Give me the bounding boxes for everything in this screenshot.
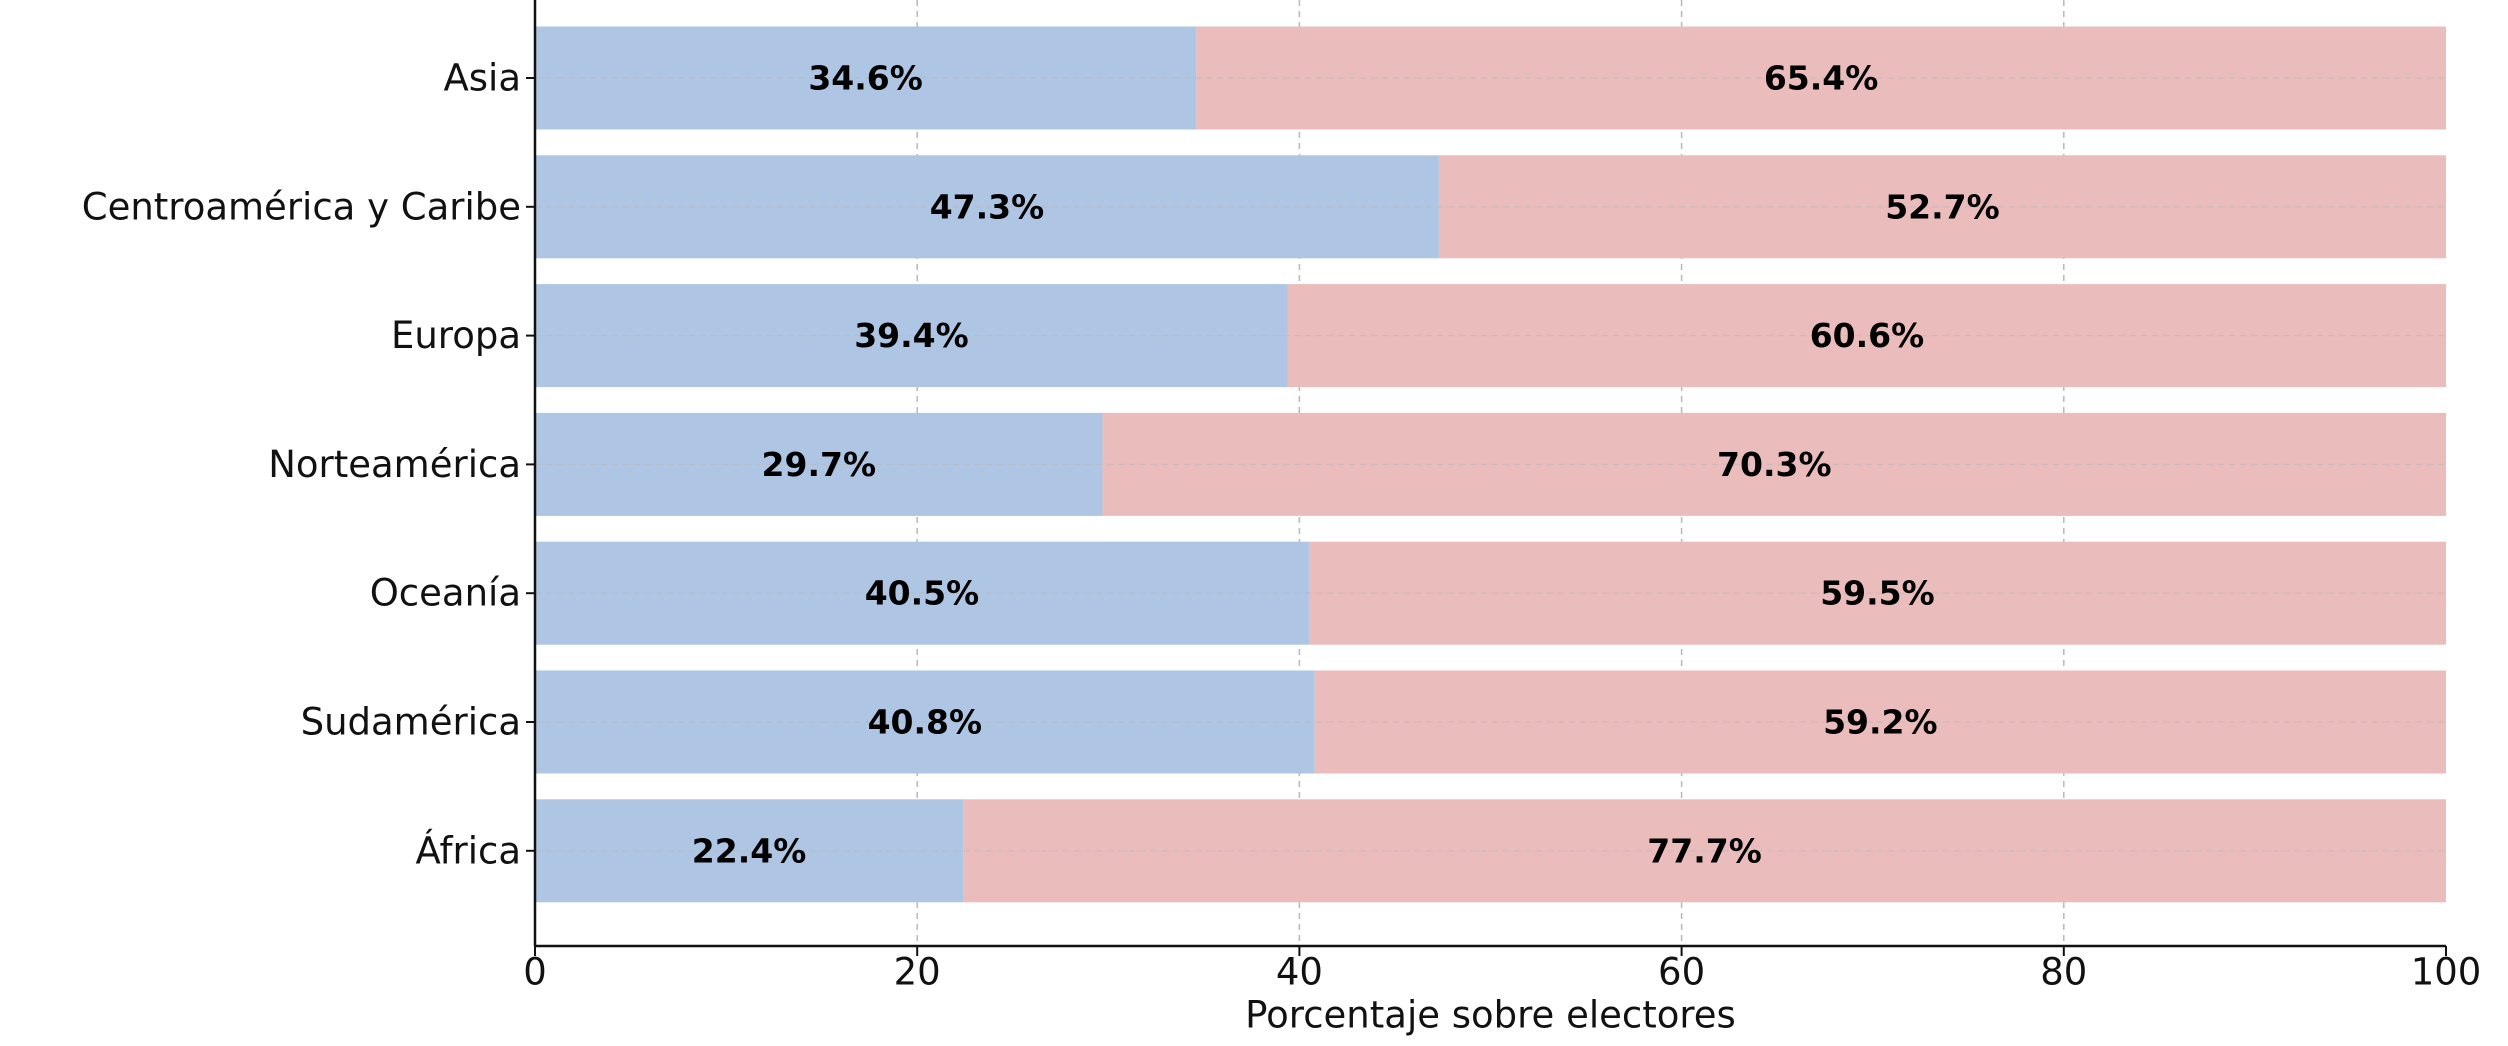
bar-value-label: 47.3% [930,187,1045,226]
x-tick-label: 40 [1276,951,1323,994]
category-label: Centroamérica y Caribe [82,185,521,228]
bar-value-label: 40.5% [865,574,980,613]
bar-value-label: 59.2% [1823,703,1938,742]
bar-value-label: 34.6% [808,59,923,98]
bar-value-label: 65.4% [1764,59,1879,98]
axes [526,0,2447,956]
bars [535,26,2447,903]
x-tick-label: 20 [894,951,941,994]
bar-value-label: 60.6% [1810,316,1925,355]
bar-value-label: 29.7% [762,445,877,484]
bar-segment [535,412,1103,516]
x-tick-label: 60 [1658,951,1705,994]
bar-value-label: 52.7% [1885,187,2000,226]
category-label: África [415,828,521,872]
category-label: Asia [443,57,521,100]
bar-value-label: 40.8% [868,703,983,742]
category-label: Norteamérica [268,443,521,486]
category-label: Europa [391,314,521,357]
x-tick-label: 100 [2411,951,2482,994]
x-tick-label: 80 [2040,951,2087,994]
x-axis-title: Porcentaje sobre electores [1245,994,1736,1037]
bar-value-label: 22.4% [692,831,807,870]
bar-value-label: 59.5% [1820,574,1935,613]
bar-value-label: 39.4% [854,316,969,355]
bar-value-labels: 34.6% 65.4% 47.3% 52.7% 39.4% 60.6% 29.7% 70.3%… [692,59,2000,871]
x-tick-labels: 0 20 40 60 80 100 [523,951,2481,994]
category-label: Oceanía [370,572,521,615]
bar-value-label: 77.7% [1647,831,1762,870]
bar-value-label: 70.3% [1717,445,1832,484]
category-label: Sudamérica [301,701,521,744]
category-labels: Asia Centroamérica y Caribe Europa Norteamé… [82,57,521,873]
x-tick-label: 0 [523,951,547,994]
